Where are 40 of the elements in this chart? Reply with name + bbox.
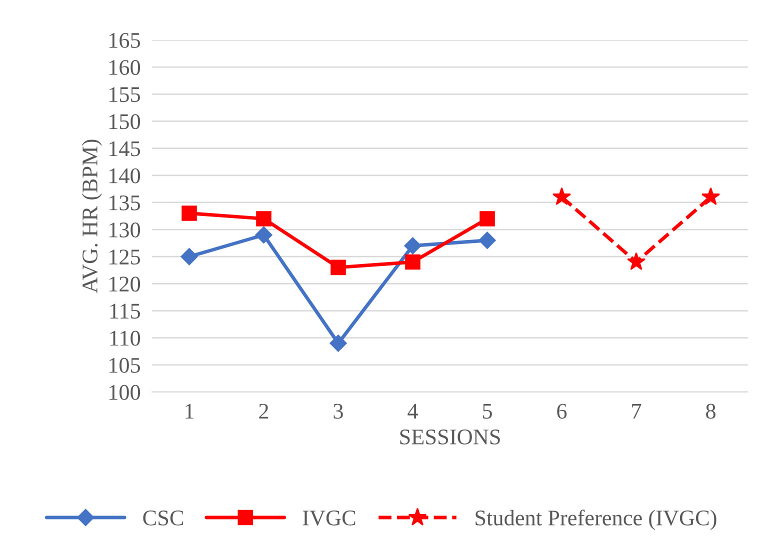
y-tick-label: 120: [110, 276, 140, 292]
legend-label: CSC: [143, 510, 184, 526]
point: [256, 211, 272, 226]
y-tick-label: 155: [110, 87, 140, 102]
point: [404, 237, 422, 254]
point: [701, 187, 720, 206]
point: [405, 254, 420, 270]
y-tick-label: 125: [110, 250, 140, 265]
x-tick-label: 1: [186, 404, 194, 419]
point: [480, 211, 495, 226]
point: [478, 232, 496, 249]
point: [330, 334, 347, 352]
x-tick-label: 6: [557, 404, 567, 419]
y-tick-label: 100: [110, 384, 140, 400]
legend-label: Student Preference (IVGC): [476, 510, 716, 530]
y-tick-label: 115: [110, 304, 140, 319]
x-tick-label: 7: [632, 404, 642, 419]
x-tick-label: 4: [408, 404, 418, 419]
point: [255, 226, 272, 244]
y-tick-label: 160: [110, 60, 140, 76]
x-axis-title: SESSIONS: [400, 430, 500, 444]
y-tick-label: 130: [110, 222, 140, 238]
y-tick-label: 105: [110, 358, 140, 373]
x-tick-label: 8: [706, 404, 716, 419]
point: [626, 252, 646, 270]
y-tick-label: 110: [110, 330, 140, 346]
point: [180, 248, 198, 266]
point: [330, 260, 346, 276]
x-tick-label: 5: [482, 404, 492, 419]
y-tick-label: 140: [110, 168, 140, 184]
x-tick-label: 2: [259, 404, 268, 419]
legend-label: IVGC: [302, 510, 356, 526]
y-tick-label: 150: [110, 114, 140, 130]
x-tick-label: 3: [334, 404, 343, 419]
y-axis-title: AVG. HR (BPM): [82, 140, 102, 294]
point: [552, 187, 572, 206]
y-tick-label: 165: [110, 32, 140, 48]
y-tick-label: 145: [110, 141, 140, 156]
y-tick-label: 135: [110, 195, 140, 210]
point: [182, 206, 197, 221]
